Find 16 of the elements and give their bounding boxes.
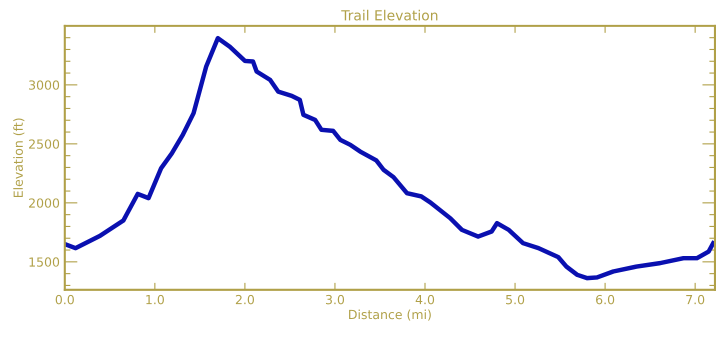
x-tick-label: 3.0	[326, 294, 344, 304]
x-tick-label: 1.0	[146, 294, 164, 304]
y-tick-label: 2000	[29, 198, 60, 208]
x-tick-label: 0.0	[56, 294, 74, 304]
x-tick-label: 2.0	[236, 294, 254, 304]
y-axis-title: Elevation (ft)	[13, 118, 24, 198]
y-tick-label: 2500	[29, 139, 60, 149]
x-tick-label: 4.0	[416, 294, 434, 304]
x-tick-label: 7.0	[686, 294, 704, 304]
y-tick-label: 3000	[29, 80, 60, 90]
x-tick-label: 6.0	[596, 294, 614, 304]
chart-title: Trail Elevation	[341, 10, 438, 21]
x-tick-label: 5.0	[506, 294, 524, 304]
line-series	[64, 36, 715, 280]
y-tick-label: 1500	[30, 257, 60, 267]
x-axis-title: Distance (mi)	[349, 310, 431, 321]
